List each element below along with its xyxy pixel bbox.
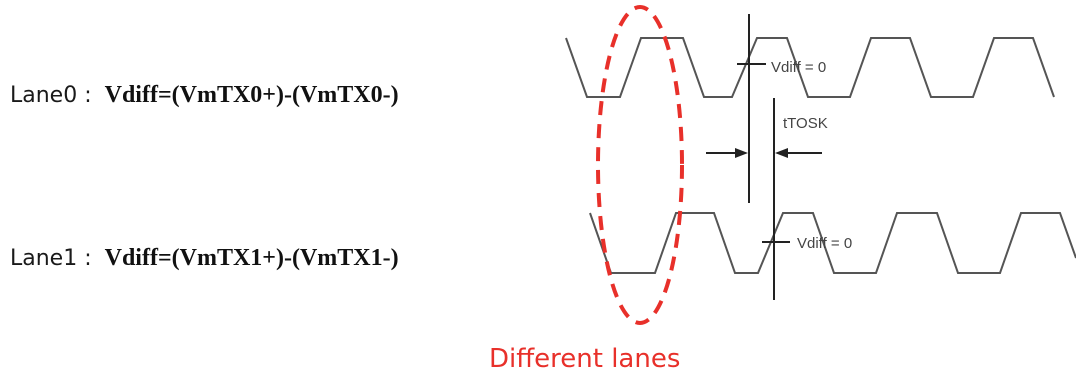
lane0-crossing-label: Vdiff = 0 [771, 59, 826, 76]
lane1-formula: Vdiff=(VmTX1+)-(VmTX1-) [105, 245, 399, 271]
lane1-label: Lane1 : Vdiff=(VmTX1+)-(VmTX1-) [10, 245, 399, 271]
lane0-prefix: Lane0 : [10, 83, 99, 108]
skew-arrowhead-left [735, 148, 748, 158]
skew-markers [706, 14, 822, 300]
caption: Different lanes [489, 344, 680, 374]
lane0-label: Lane0 : Vdiff=(VmTX0+)-(VmTX0-) [10, 82, 399, 108]
lane0-formula: Vdiff=(VmTX0+)-(VmTX0-) [105, 82, 399, 108]
lane1-waveform [589, 212, 1076, 274]
highlight-ellipse [596, 5, 684, 325]
lane1-crossing-label: Vdiff = 0 [797, 235, 852, 252]
skew-label: tTOSK [783, 115, 828, 132]
skew-arrowhead-right [775, 148, 788, 158]
lane1-prefix: Lane1 : [10, 246, 99, 271]
lane0-waveform [565, 37, 1055, 98]
